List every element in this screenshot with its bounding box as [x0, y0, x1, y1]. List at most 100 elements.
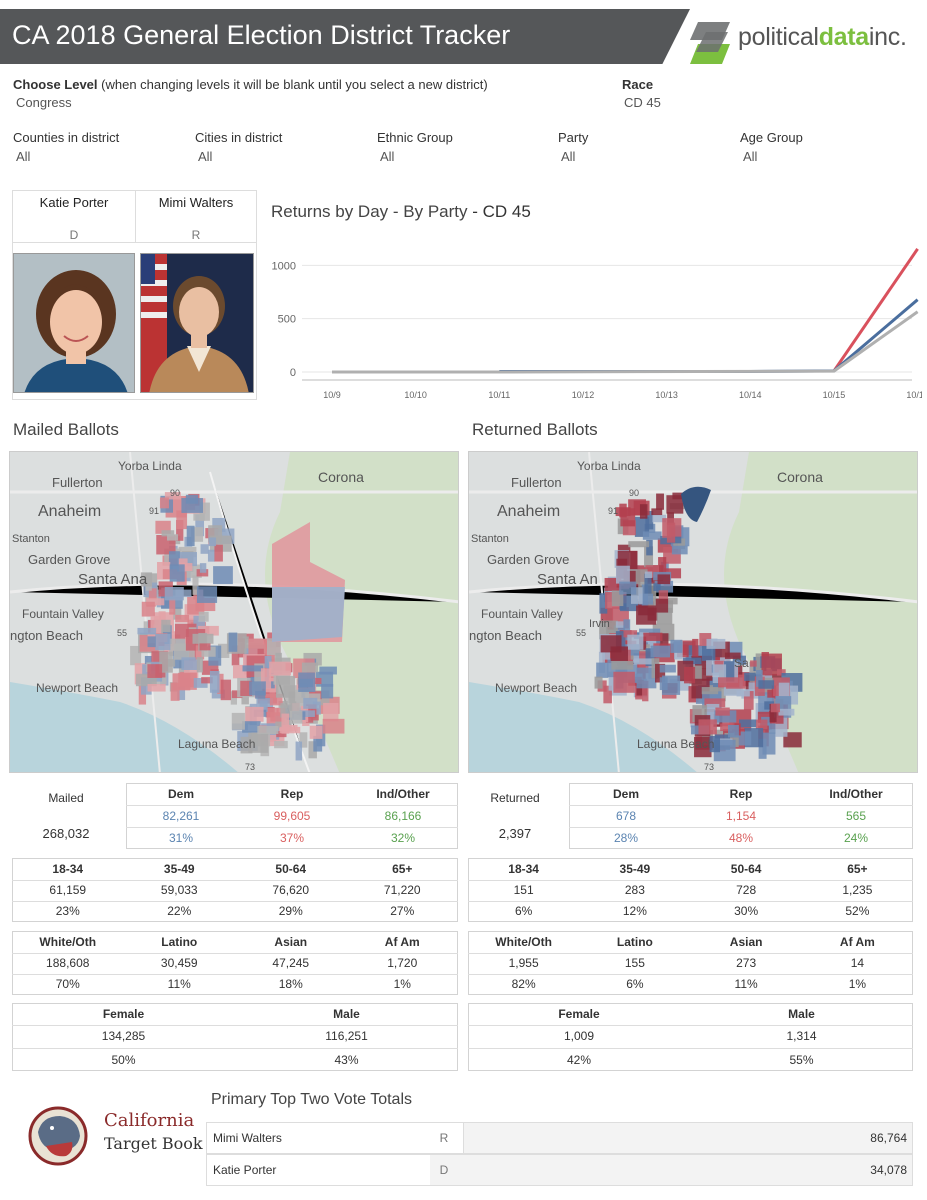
- map-precinct[interactable]: [275, 652, 282, 666]
- map-precinct[interactable]: [321, 683, 334, 699]
- map-precinct[interactable]: [594, 676, 603, 689]
- map-precinct[interactable]: [308, 741, 317, 759]
- map-precinct[interactable]: [660, 535, 672, 545]
- map-precinct[interactable]: [630, 587, 643, 604]
- map-precinct[interactable]: [775, 710, 784, 724]
- map-precinct[interactable]: [199, 563, 207, 573]
- map-precinct[interactable]: [130, 645, 142, 666]
- map-precinct[interactable]: [646, 539, 653, 556]
- map-precinct[interactable]: [164, 492, 181, 500]
- map-precinct[interactable]: [137, 627, 157, 635]
- map-precinct[interactable]: [186, 525, 195, 547]
- map-precinct[interactable]: [706, 638, 726, 649]
- map-precinct[interactable]: [659, 664, 676, 673]
- map-precinct[interactable]: [666, 522, 676, 543]
- map-precinct[interactable]: [175, 589, 192, 598]
- map-precinct[interactable]: [755, 653, 765, 675]
- map-precinct[interactable]: [148, 588, 157, 600]
- map-precinct[interactable]: [196, 657, 203, 673]
- map-precinct[interactable]: [610, 646, 628, 661]
- map-precinct[interactable]: [704, 698, 726, 708]
- map-precinct[interactable]: [732, 655, 746, 665]
- map-precinct[interactable]: [638, 593, 654, 605]
- map-precinct[interactable]: [658, 557, 667, 578]
- map-precinct[interactable]: [762, 732, 776, 755]
- map-precinct[interactable]: [142, 664, 151, 676]
- ethnic-filter-dropdown[interactable]: All: [380, 149, 395, 164]
- map-precinct[interactable]: [193, 678, 208, 688]
- map-precinct[interactable]: [613, 671, 635, 693]
- map-precinct[interactable]: [319, 666, 337, 675]
- map-precinct[interactable]: [617, 550, 638, 570]
- map-precinct[interactable]: [193, 615, 206, 634]
- map-precinct[interactable]: [620, 508, 636, 527]
- map-precinct[interactable]: [715, 707, 730, 716]
- map-precinct[interactable]: [242, 665, 264, 672]
- map-precinct[interactable]: [150, 615, 162, 635]
- map-precinct[interactable]: [644, 571, 653, 578]
- age-filter-dropdown[interactable]: All: [743, 149, 758, 164]
- map-precinct[interactable]: [201, 646, 216, 657]
- map-precinct[interactable]: [627, 570, 636, 586]
- map-precinct[interactable]: [274, 740, 288, 749]
- map-precinct[interactable]: [301, 662, 319, 673]
- map-precinct[interactable]: [240, 680, 253, 697]
- map-precinct[interactable]: [209, 670, 220, 693]
- map-precinct[interactable]: [275, 675, 296, 698]
- map-precinct[interactable]: [323, 702, 339, 722]
- map-precinct[interactable]: [656, 493, 664, 510]
- map-precinct[interactable]: [193, 513, 206, 521]
- map-precinct[interactable]: [242, 721, 261, 733]
- map-precinct[interactable]: [743, 691, 754, 710]
- map-precinct[interactable]: [744, 672, 762, 681]
- map-precinct[interactable]: [147, 636, 156, 648]
- map-precinct[interactable]: [769, 703, 777, 723]
- map-precinct[interactable]: [176, 520, 184, 541]
- map-precinct[interactable]: [218, 643, 230, 658]
- map-precinct[interactable]: [761, 653, 782, 676]
- map-precinct[interactable]: [264, 655, 272, 668]
- chart-series-line-0[interactable]: [832, 248, 919, 372]
- map-precinct[interactable]: [197, 625, 219, 636]
- map-precinct[interactable]: [248, 732, 269, 753]
- map-precinct[interactable]: [650, 645, 671, 658]
- map-precinct[interactable]: [207, 549, 215, 562]
- map-precinct[interactable]: [281, 713, 290, 734]
- map-precinct[interactable]: [619, 581, 637, 595]
- map-precinct[interactable]: [200, 544, 209, 554]
- map-precinct[interactable]: [770, 703, 780, 713]
- map-precinct[interactable]: [196, 586, 218, 603]
- map-precinct[interactable]: [651, 508, 663, 516]
- map-precinct[interactable]: [231, 645, 240, 666]
- map-precinct[interactable]: [636, 683, 648, 696]
- map-precinct[interactable]: [765, 723, 776, 734]
- map-precinct[interactable]: [169, 564, 185, 582]
- map-precinct[interactable]: [655, 598, 669, 613]
- map-precinct[interactable]: [645, 648, 655, 667]
- map-precinct[interactable]: [195, 514, 205, 537]
- map-precinct[interactable]: [778, 682, 790, 701]
- map-precinct[interactable]: [658, 590, 669, 604]
- map-precinct[interactable]: [654, 580, 674, 593]
- map-precinct[interactable]: [652, 514, 667, 523]
- map-precinct[interactable]: [175, 614, 190, 623]
- map-precinct[interactable]: [636, 667, 657, 689]
- map-precinct[interactable]: [254, 663, 265, 685]
- map-precinct[interactable]: [217, 673, 224, 694]
- map-precinct[interactable]: [269, 661, 291, 676]
- map-precinct[interactable]: [214, 544, 223, 562]
- map-precinct[interactable]: [619, 603, 627, 610]
- map-precinct[interactable]: [755, 719, 768, 730]
- map-precinct[interactable]: [159, 497, 169, 509]
- map-precinct[interactable]: [147, 664, 163, 678]
- map-precinct[interactable]: [764, 701, 775, 710]
- map-precinct[interactable]: [598, 651, 605, 673]
- map-precinct[interactable]: [643, 632, 663, 641]
- returned-ballots-map[interactable]: Yorba Linda Fullerton Corona Anaheim Stanton…: [468, 451, 918, 773]
- map-precinct[interactable]: [195, 645, 205, 660]
- map-precinct[interactable]: [736, 690, 750, 697]
- map-precinct[interactable]: [749, 662, 756, 682]
- map-precinct[interactable]: [161, 530, 175, 537]
- map-precinct[interactable]: [616, 565, 630, 584]
- map-precinct[interactable]: [280, 703, 293, 718]
